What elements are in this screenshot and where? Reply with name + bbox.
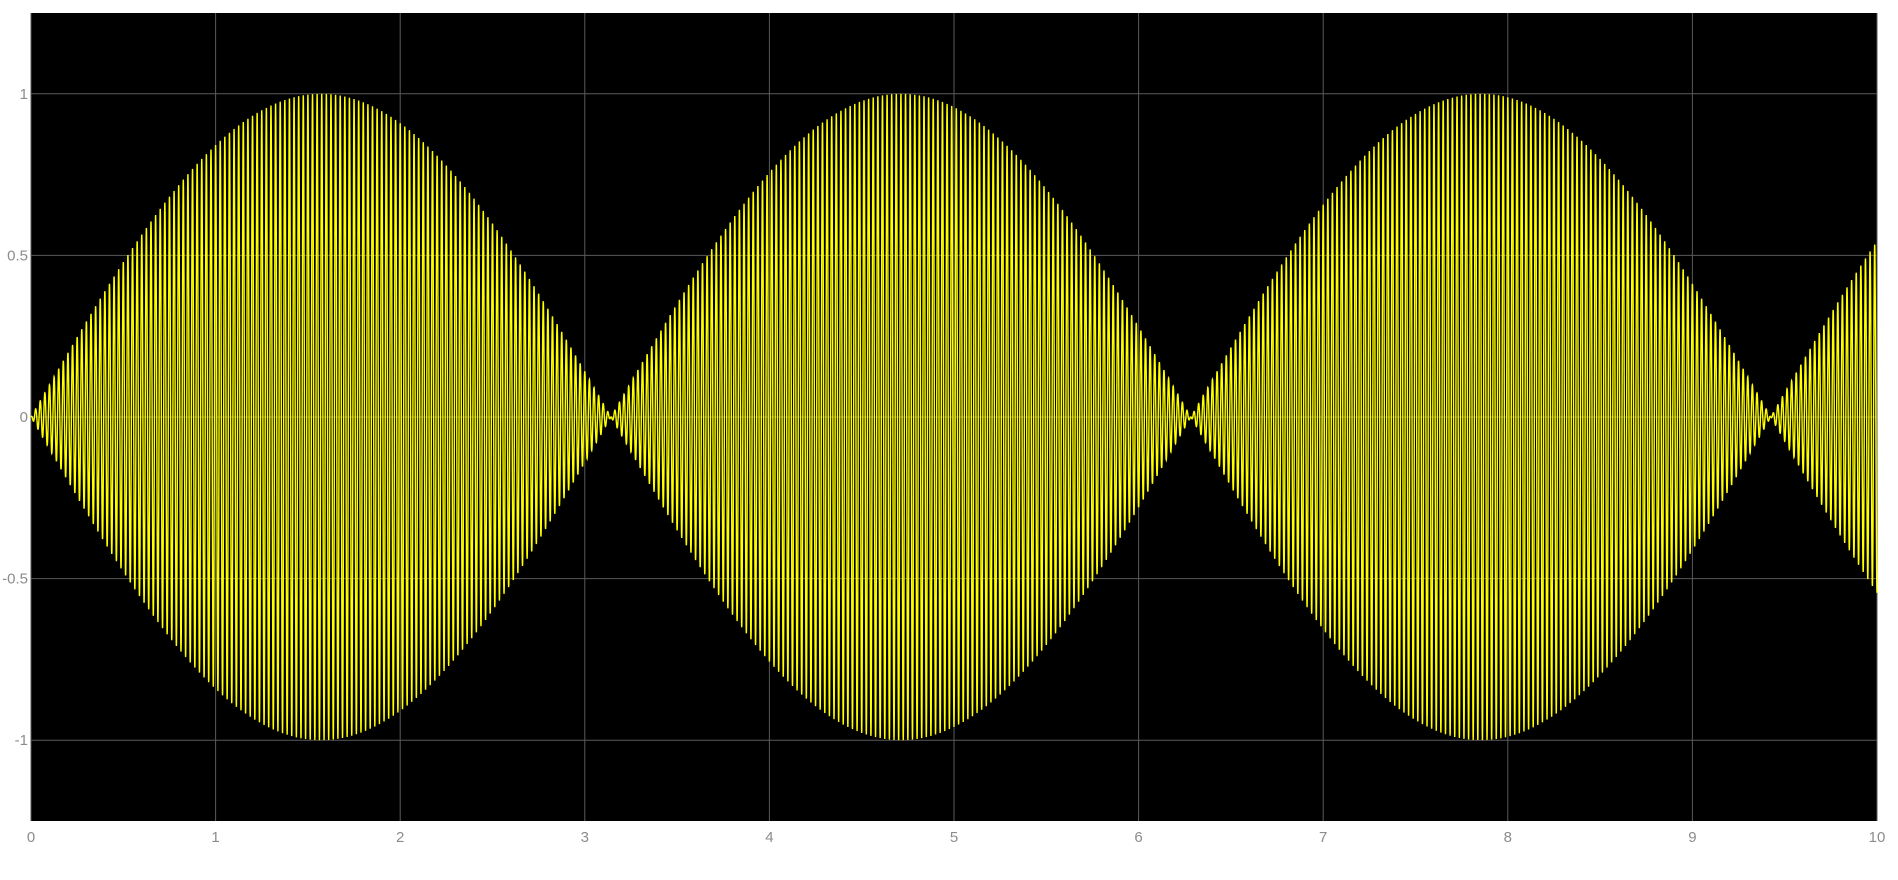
- x-tick-label: 7: [1319, 829, 1327, 846]
- y-tick-label: -0.5: [2, 571, 28, 588]
- x-tick-label: 9: [1688, 829, 1696, 846]
- y-tick-label: 0.5: [7, 247, 28, 264]
- x-tick-labels: 0 1 2 3 4 5 6 7 8 9 10: [27, 829, 1886, 846]
- y-tick-label: 0: [20, 409, 28, 426]
- x-tick-label: 8: [1504, 829, 1512, 846]
- y-tick-label: 1: [20, 86, 28, 103]
- x-tick-label: 4: [765, 829, 773, 846]
- x-tick-label: 3: [581, 829, 589, 846]
- series-line: [30, 93, 1878, 741]
- x-tick-label: 5: [950, 829, 958, 846]
- y-tick-label: -1: [15, 732, 28, 749]
- x-tick-label: 6: [1134, 829, 1142, 846]
- x-tick-label: 10: [1869, 829, 1886, 846]
- y-tick-labels: 1 0.5 0 -0.5 -1: [2, 86, 28, 749]
- x-tick-label: 0: [27, 829, 35, 846]
- series-layer: [30, 93, 1878, 741]
- x-tick-label: 1: [211, 829, 219, 846]
- x-tick-label: 2: [396, 829, 404, 846]
